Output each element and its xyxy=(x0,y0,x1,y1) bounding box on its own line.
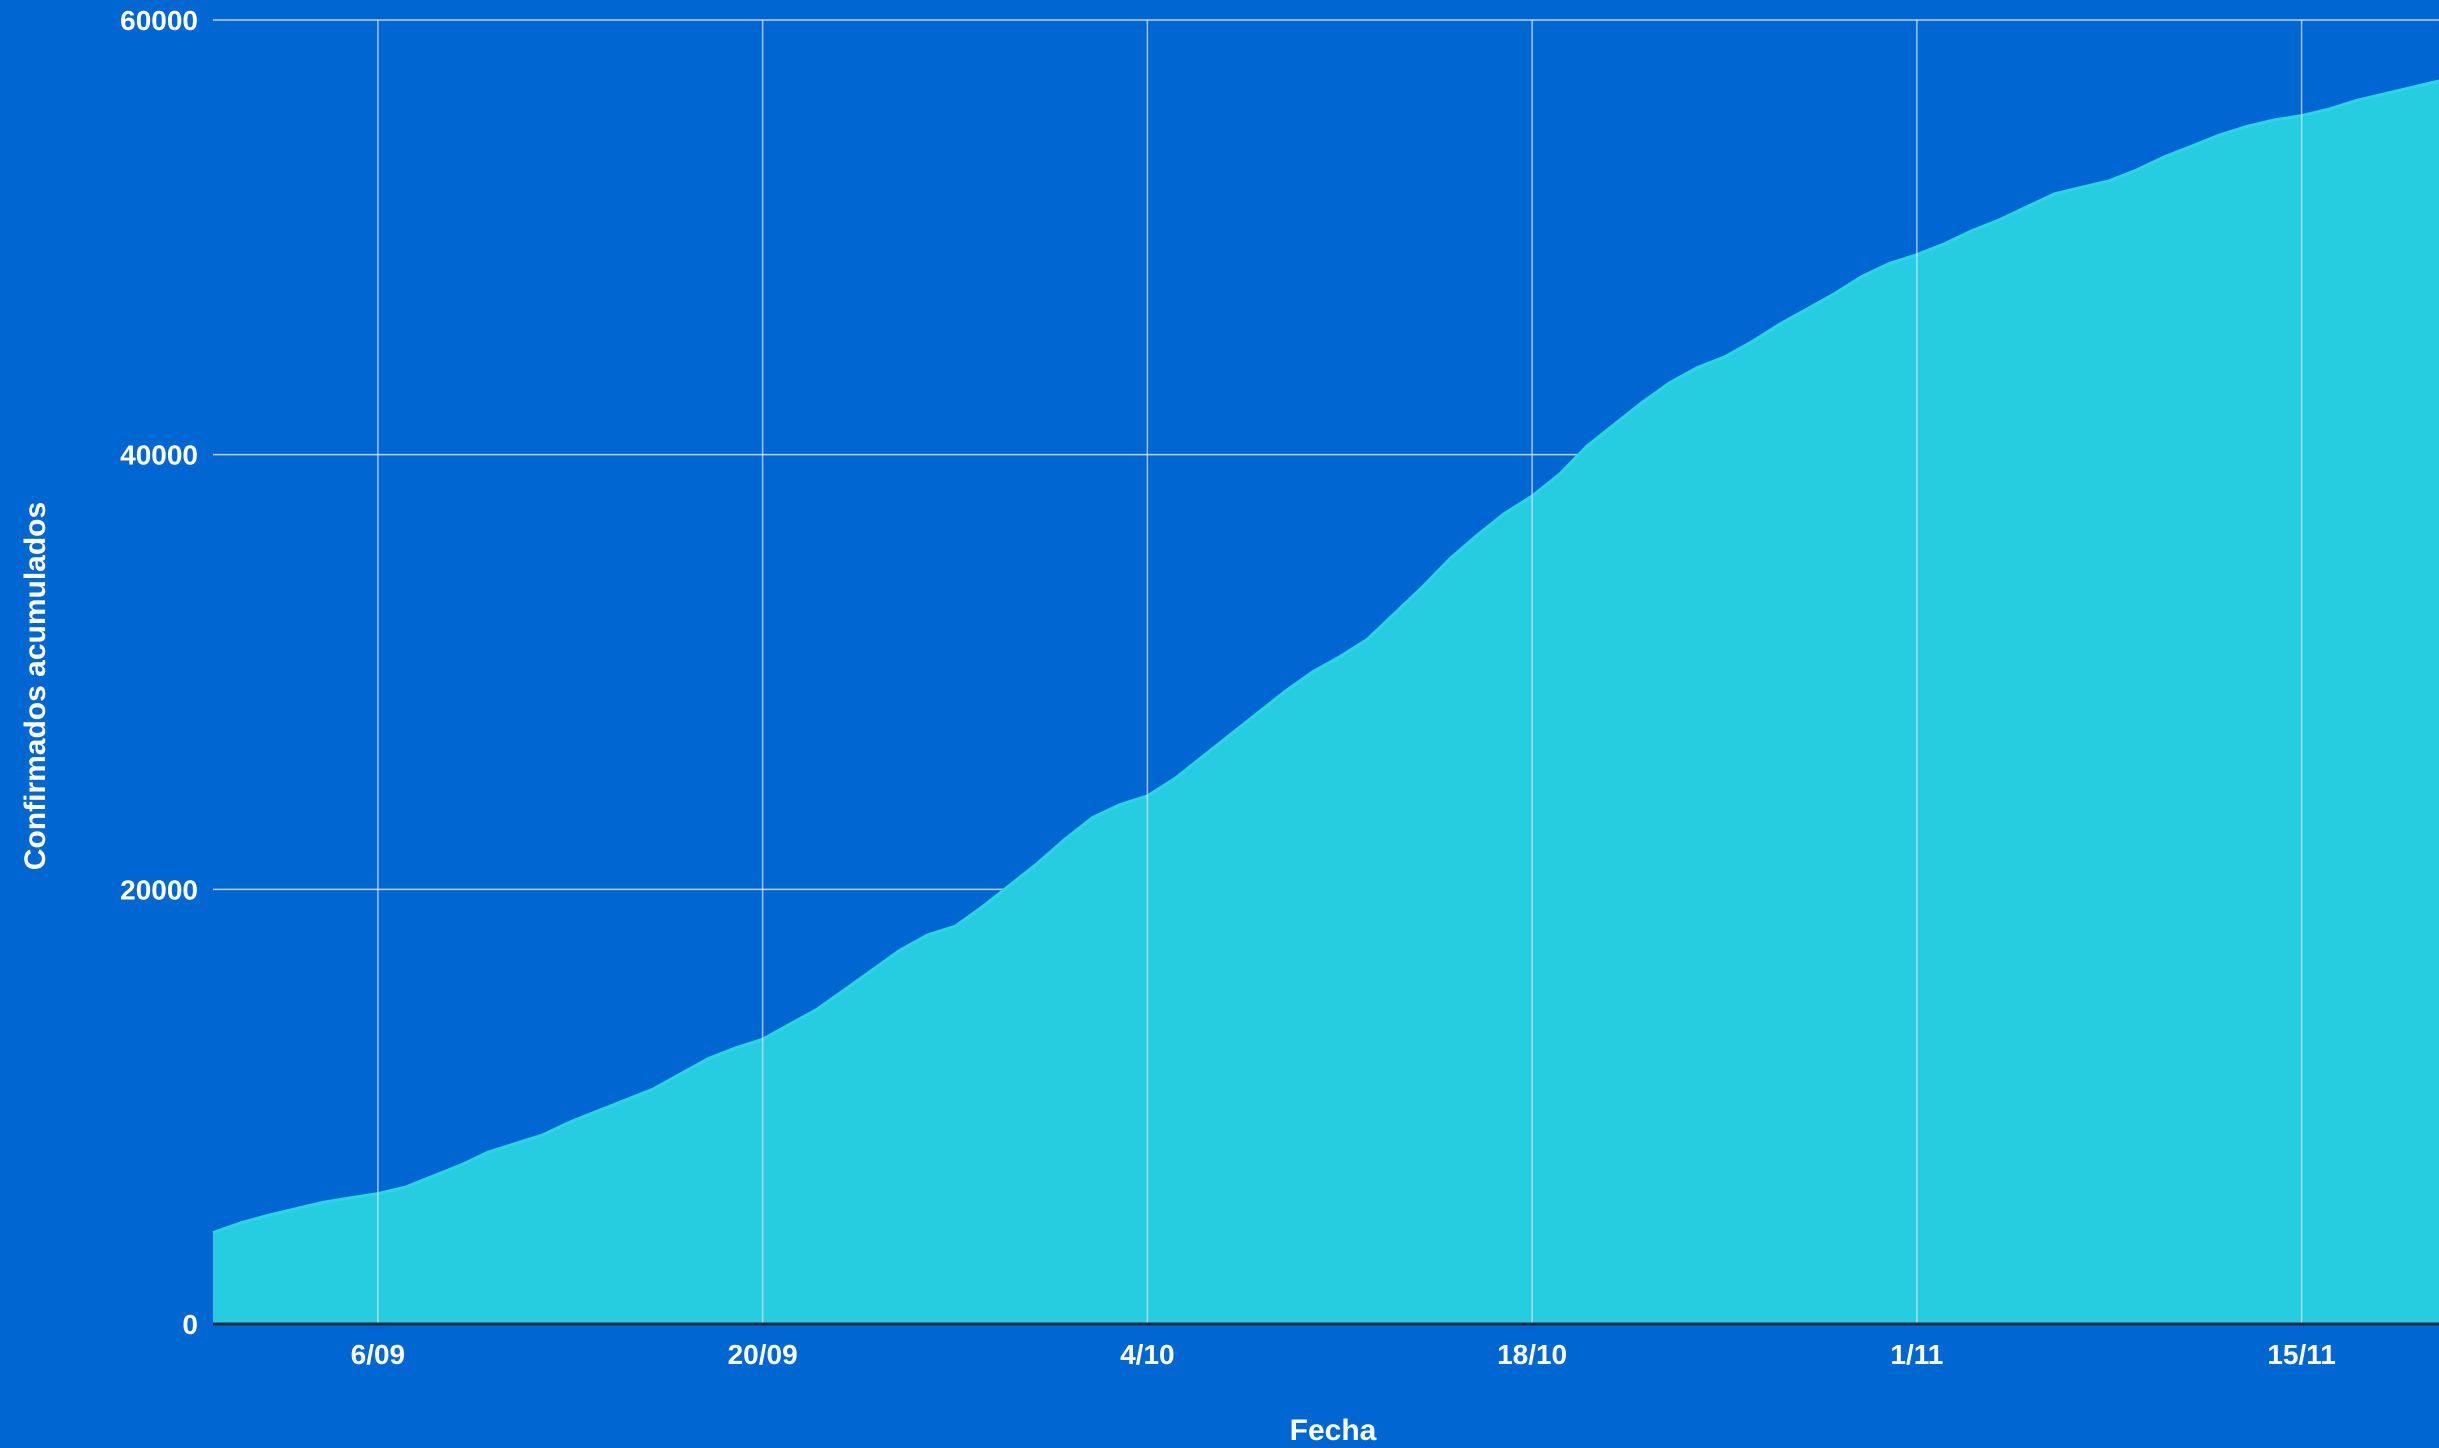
y-tick-label: 20000 xyxy=(120,874,198,905)
area-fill xyxy=(213,80,2439,1324)
x-axis-title: Fecha xyxy=(1290,1414,1377,1447)
x-tick-label: 18/10 xyxy=(1497,1339,1567,1370)
y-tick-label: 40000 xyxy=(120,440,198,471)
x-tick-labels: 6/09 20/09 4/10 18/10 1/11 15/11 xyxy=(351,1339,2336,1370)
x-tick-label: 4/10 xyxy=(1120,1339,1175,1370)
y-axis-title: Confirmados acumulados xyxy=(19,502,52,870)
area-layer xyxy=(212,79,2439,1324)
series-line xyxy=(212,79,2439,1235)
x-tick-label: 6/09 xyxy=(351,1339,406,1370)
vertical-grid-lines xyxy=(377,20,2303,1324)
x-tick-label: 20/09 xyxy=(728,1339,798,1370)
x-tick-label: 15/11 xyxy=(2267,1339,2336,1370)
y-tick-labels: 0 20000 40000 60000 xyxy=(120,5,198,1340)
y-tick-label: 0 xyxy=(182,1309,198,1340)
y-tick-label: 60000 xyxy=(120,5,198,36)
x-tick-label: 1/11 xyxy=(1890,1339,1943,1370)
